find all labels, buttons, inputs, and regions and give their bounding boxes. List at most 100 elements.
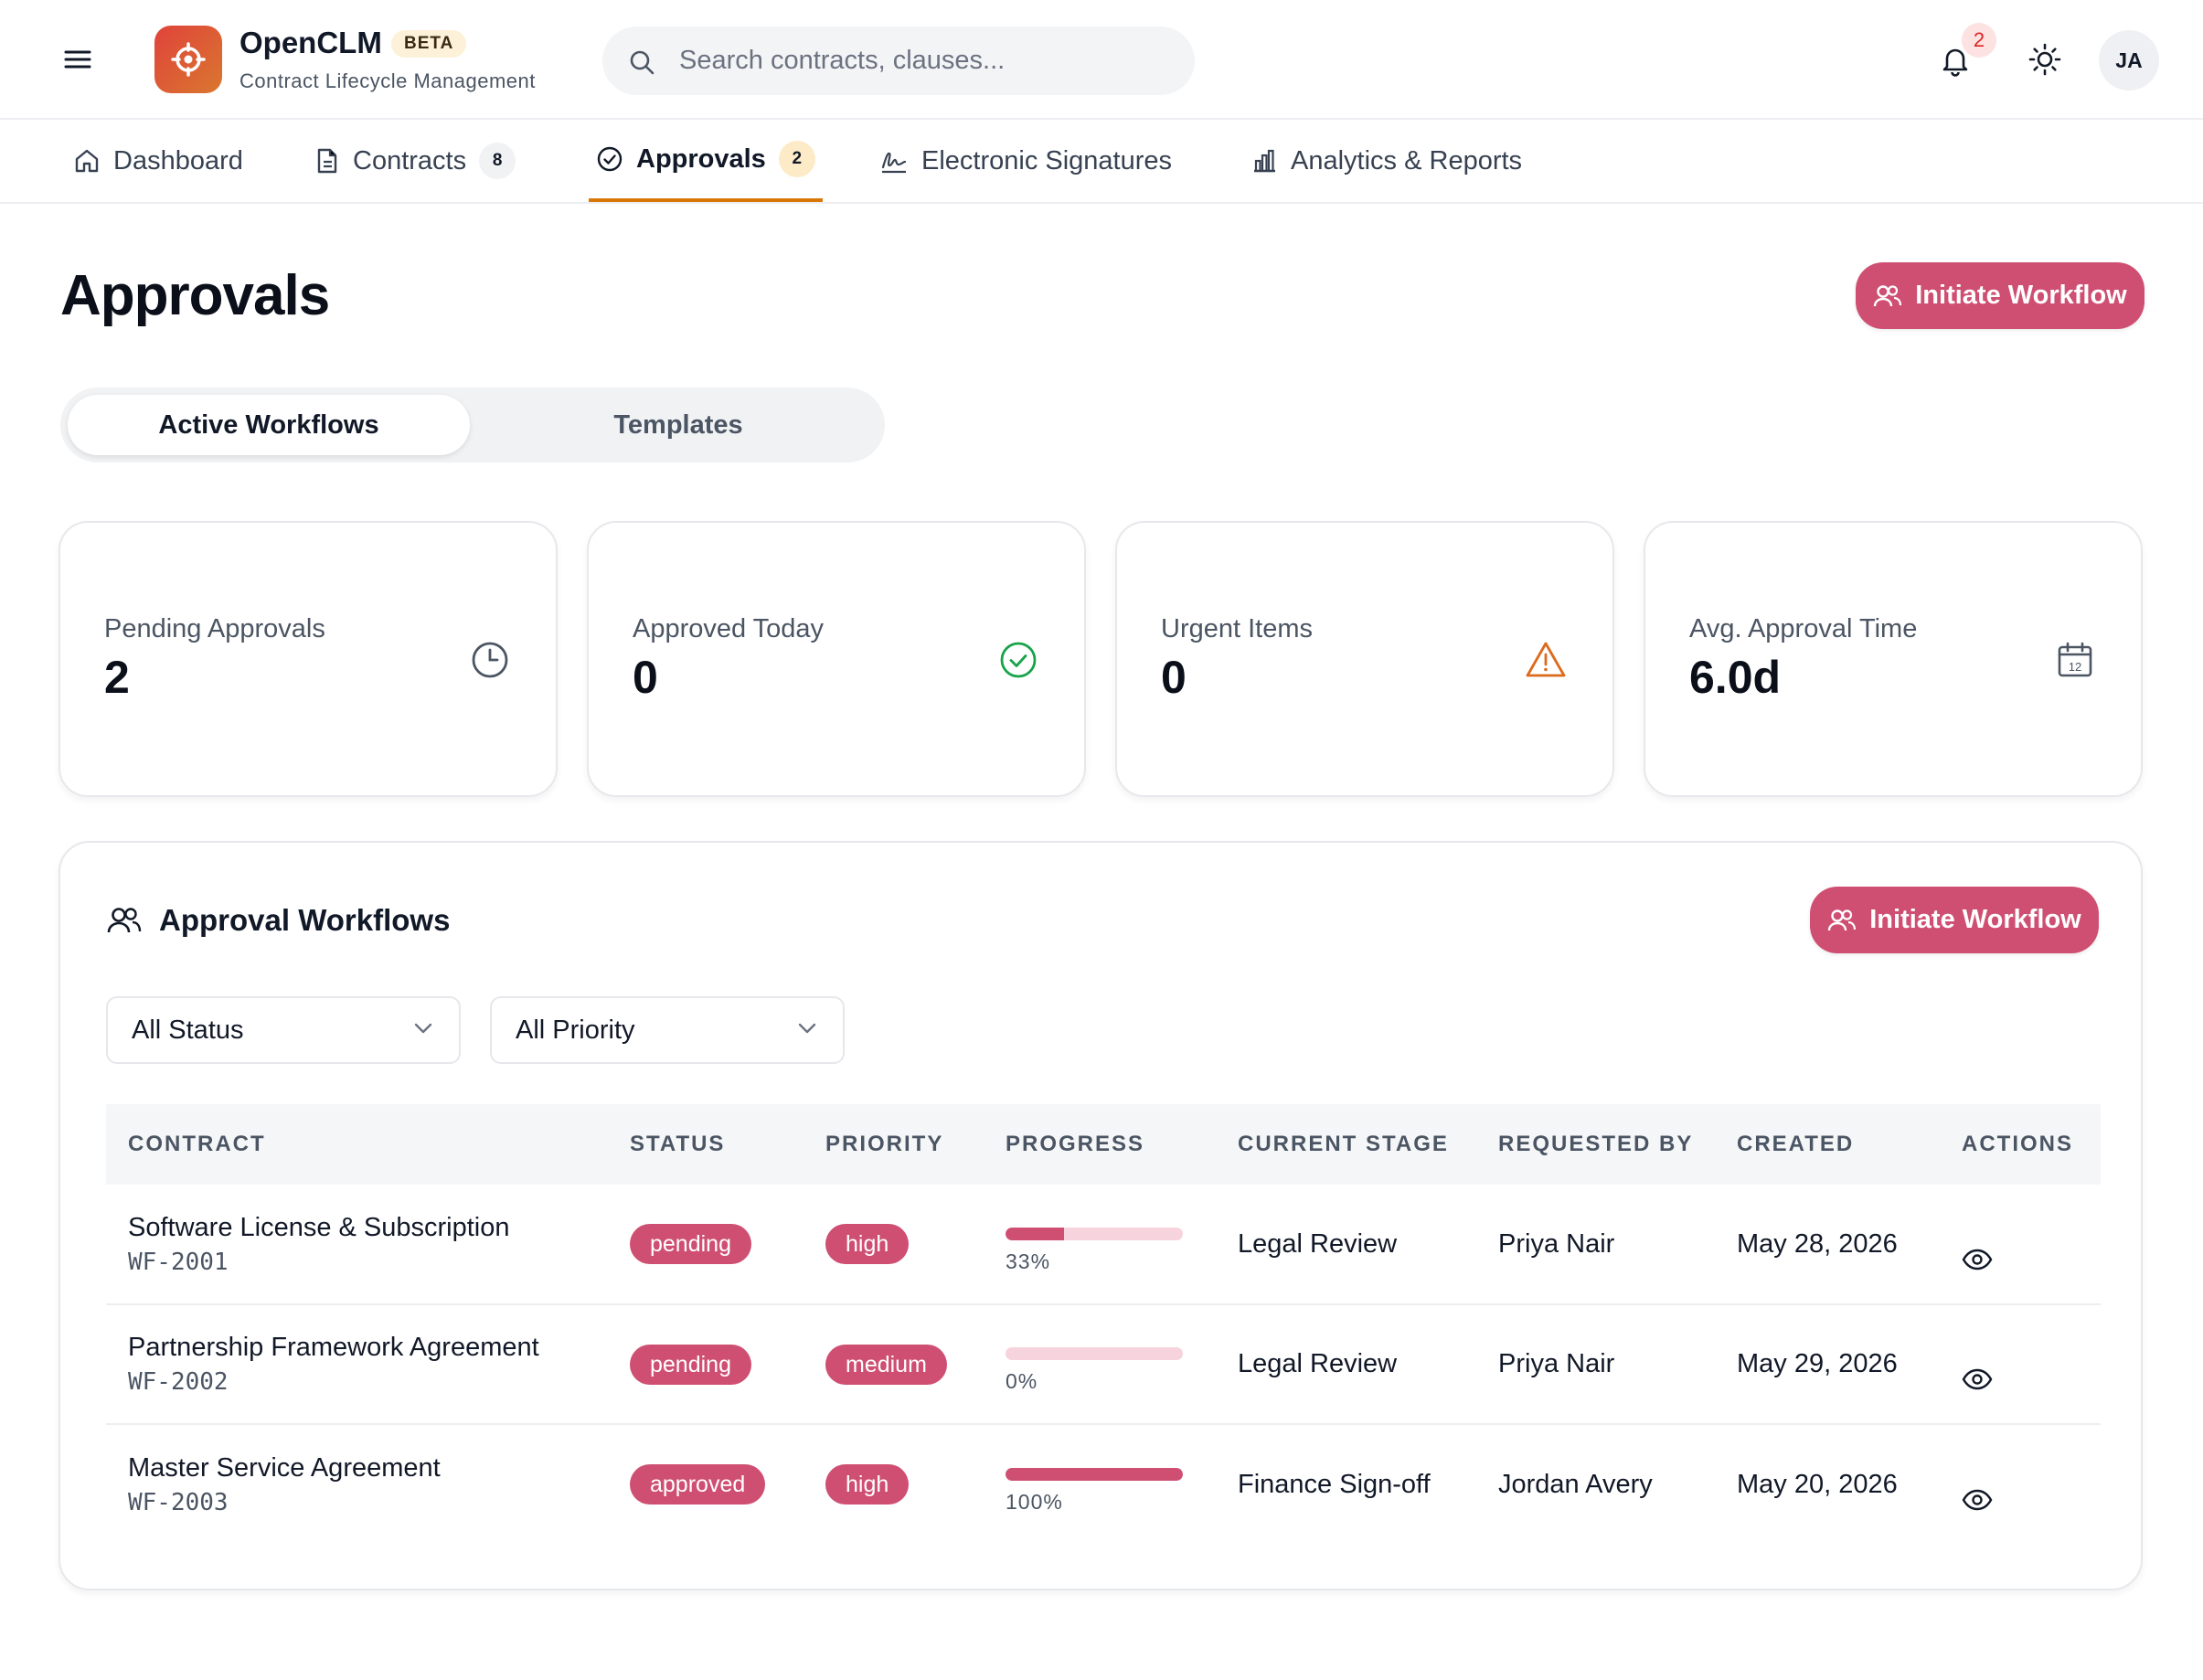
progress-percent: 33% [1006, 1249, 1051, 1273]
table-row[interactable]: Partnership Framework Agreement WF-2002 p… [106, 1304, 2101, 1424]
status-badge: pending [630, 1344, 751, 1385]
initiate-workflow-label: Initiate Workflow [1915, 281, 2127, 310]
chevron-down-icon [797, 1022, 817, 1035]
progress-bar [1006, 1467, 1183, 1481]
nav-contracts-count: 8 [479, 143, 516, 179]
table-row[interactable]: Master Service Agreement WF-2003 approved… [106, 1424, 2101, 1544]
chevron-down-icon [413, 1022, 433, 1035]
stat-card-avg-time: Avg. Approval Time 6.0d 12 [1644, 521, 2143, 797]
app-name: OpenCLM [239, 26, 382, 59]
progress-bar [1006, 1347, 1183, 1360]
status-badge: approved [630, 1464, 766, 1505]
stat-value: 0 [633, 652, 658, 703]
priority-badge: medium [825, 1344, 947, 1385]
check-circle-icon [998, 640, 1038, 680]
stat-label: Pending Approvals [104, 614, 325, 643]
workflow-id: WF-2003 [128, 1488, 229, 1516]
column-header[interactable]: STATUS [630, 1132, 726, 1156]
users-icon [1827, 908, 1857, 933]
column-header[interactable]: PROGRESS [1006, 1132, 1145, 1156]
column-header[interactable]: CONTRACT [128, 1132, 266, 1156]
home-icon [73, 147, 101, 175]
users-icon [106, 906, 143, 935]
svg-text:12: 12 [2069, 660, 2081, 674]
calendar-icon: 12 [2055, 640, 2095, 680]
nav-analytics[interactable]: Analytics & Reports [1250, 120, 1522, 202]
created-date: May 28, 2026 [1737, 1228, 1898, 1259]
stat-value: 0 [1161, 652, 1187, 703]
eye-icon[interactable] [1962, 1368, 2101, 1390]
column-header[interactable]: CREATED [1737, 1132, 1855, 1156]
app-subtitle: Contract Lifecycle Management [239, 69, 536, 92]
nav-contracts[interactable]: Contracts 8 [314, 120, 516, 202]
bell-icon[interactable] [1940, 44, 1971, 77]
bar-chart-icon [1250, 147, 1278, 175]
panel-title: Approval Workflows [106, 903, 450, 938]
created-date: May 20, 2026 [1737, 1469, 1898, 1499]
eye-icon[interactable] [1962, 1489, 2101, 1511]
user-avatar[interactable]: JA [2099, 30, 2159, 90]
tab-templates[interactable]: Templates [613, 410, 743, 440]
requested-by: Priya Nair [1498, 1228, 1615, 1259]
document-icon [314, 147, 340, 175]
eye-icon[interactable] [1962, 1249, 2101, 1271]
contract-name[interactable]: Master Service Agreement [128, 1452, 441, 1483]
current-stage: Legal Review [1238, 1228, 1398, 1259]
clock-icon [470, 640, 510, 680]
app-logo[interactable] [154, 26, 222, 93]
status-filter-value: All Status [132, 1015, 244, 1045]
menu-icon[interactable] [62, 46, 93, 73]
stat-card-pending: Pending Approvals 2 [59, 521, 558, 797]
beta-badge: BETA [391, 30, 467, 58]
workflow-tabs: Active Workflows Templates [60, 388, 885, 463]
progress-fill [1006, 1467, 1183, 1481]
approval-workflows-panel: Approval Workflows Initiate Workflow All… [59, 841, 2143, 1590]
notification-count[interactable]: 2 [1962, 23, 1996, 58]
check-circle-icon [596, 145, 623, 173]
column-header: ACTIONS [1962, 1132, 2073, 1156]
search-icon [628, 48, 655, 76]
requested-by: Jordan Avery [1498, 1469, 1653, 1499]
tab-active-workflows[interactable]: Active Workflows [68, 395, 470, 455]
progress-fill [1006, 1227, 1065, 1240]
progress-bar [1006, 1227, 1183, 1240]
stat-card-approved-today: Approved Today 0 [587, 521, 1086, 797]
priority-badge: high [825, 1224, 910, 1264]
current-stage: Finance Sign-off [1238, 1469, 1431, 1499]
initiate-workflow-button[interactable]: Initiate Workflow [1856, 262, 2144, 329]
table-row[interactable]: Software License & Subscription WF-2001 p… [106, 1185, 2101, 1304]
panel-initiate-workflow-button[interactable]: Initiate Workflow [1810, 887, 2099, 953]
status-filter-select[interactable]: All Status [106, 996, 461, 1064]
users-icon [1873, 283, 1902, 309]
priority-badge: high [825, 1464, 910, 1505]
stat-label: Urgent Items [1161, 614, 1313, 643]
table-header-row: CONTRACT STATUS PRIORITY PROGRESS CURREN… [106, 1104, 2101, 1185]
page-title: Approvals [60, 264, 330, 327]
contract-name[interactable]: Software License & Subscription [128, 1212, 510, 1242]
workflows-table: CONTRACT STATUS PRIORITY PROGRESS CURREN… [106, 1104, 2101, 1544]
priority-filter-value: All Priority [516, 1015, 635, 1045]
progress-percent: 0% [1006, 1369, 1038, 1393]
column-header[interactable]: REQUESTED BY [1498, 1132, 1694, 1156]
column-header[interactable]: PRIORITY [825, 1132, 944, 1156]
sun-icon[interactable] [2027, 42, 2062, 77]
nav-signatures[interactable]: Electronic Signatures [879, 120, 1172, 202]
nav-approvals-label: Approvals [636, 144, 766, 174]
stat-card-urgent: Urgent Items 0 [1115, 521, 1614, 797]
stat-value: 6.0d [1689, 652, 1782, 703]
workflow-id: WF-2001 [128, 1248, 229, 1276]
column-header[interactable]: CURRENT STAGE [1238, 1132, 1449, 1156]
priority-filter-select[interactable]: All Priority [490, 996, 845, 1064]
main-nav: Dashboard Contracts 8 Approvals 2 Electr… [0, 120, 2203, 204]
contract-name[interactable]: Partnership Framework Agreement [128, 1333, 539, 1362]
signature-icon [879, 147, 909, 175]
search-input[interactable] [679, 27, 1173, 95]
nav-approvals[interactable]: Approvals 2 [589, 120, 823, 202]
search-bar[interactable] [602, 27, 1195, 95]
workflow-id: WF-2002 [128, 1368, 229, 1396]
created-date: May 29, 2026 [1737, 1349, 1898, 1378]
nav-signatures-label: Electronic Signatures [921, 145, 1173, 175]
alert-triangle-icon [1525, 640, 1567, 680]
nav-dashboard[interactable]: Dashboard [73, 120, 243, 202]
stat-label: Avg. Approval Time [1689, 614, 1918, 643]
